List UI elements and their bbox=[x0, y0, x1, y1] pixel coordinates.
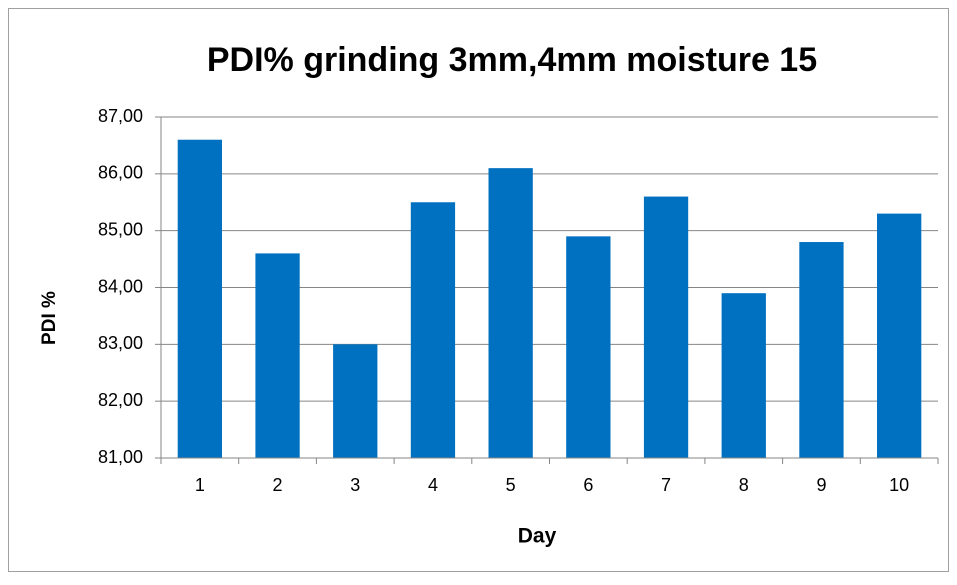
bar bbox=[799, 242, 844, 458]
bar bbox=[877, 213, 922, 458]
x-tick-label: 1 bbox=[195, 475, 205, 495]
x-axis-label: Day bbox=[518, 525, 557, 548]
y-tick-label: 81,00 bbox=[98, 447, 143, 467]
chart-border bbox=[8, 8, 949, 572]
bar bbox=[488, 168, 533, 458]
x-tick-label: 8 bbox=[739, 475, 749, 495]
x-tick-label: 9 bbox=[816, 475, 826, 495]
y-tick-label: 83,00 bbox=[98, 333, 143, 353]
bar bbox=[333, 344, 378, 458]
x-tick-label: 4 bbox=[428, 475, 438, 495]
x-tick-label: 7 bbox=[661, 475, 671, 495]
bar bbox=[643, 196, 689, 459]
x-tick-label: 5 bbox=[506, 475, 516, 495]
y-tick-label: 86,00 bbox=[98, 163, 143, 183]
x-tick-label: 3 bbox=[350, 475, 360, 495]
y-tick-label: 82,00 bbox=[98, 390, 143, 410]
bar bbox=[177, 139, 222, 458]
y-axis-label: PDI % bbox=[39, 291, 60, 345]
y-tick-label: 84,00 bbox=[98, 276, 143, 296]
bar bbox=[410, 202, 456, 458]
bar bbox=[255, 253, 300, 458]
x-tick-label: 10 bbox=[889, 475, 909, 495]
chart-title: PDI% grinding 3mm,4mm moisture 15 bbox=[207, 41, 817, 79]
x-tick-label: 2 bbox=[273, 475, 283, 495]
y-tick-label: 87,00 bbox=[98, 106, 143, 126]
bar bbox=[721, 293, 766, 458]
bar bbox=[566, 236, 611, 458]
y-tick-label: 85,00 bbox=[98, 219, 143, 239]
x-tick-label: 6 bbox=[583, 475, 593, 495]
